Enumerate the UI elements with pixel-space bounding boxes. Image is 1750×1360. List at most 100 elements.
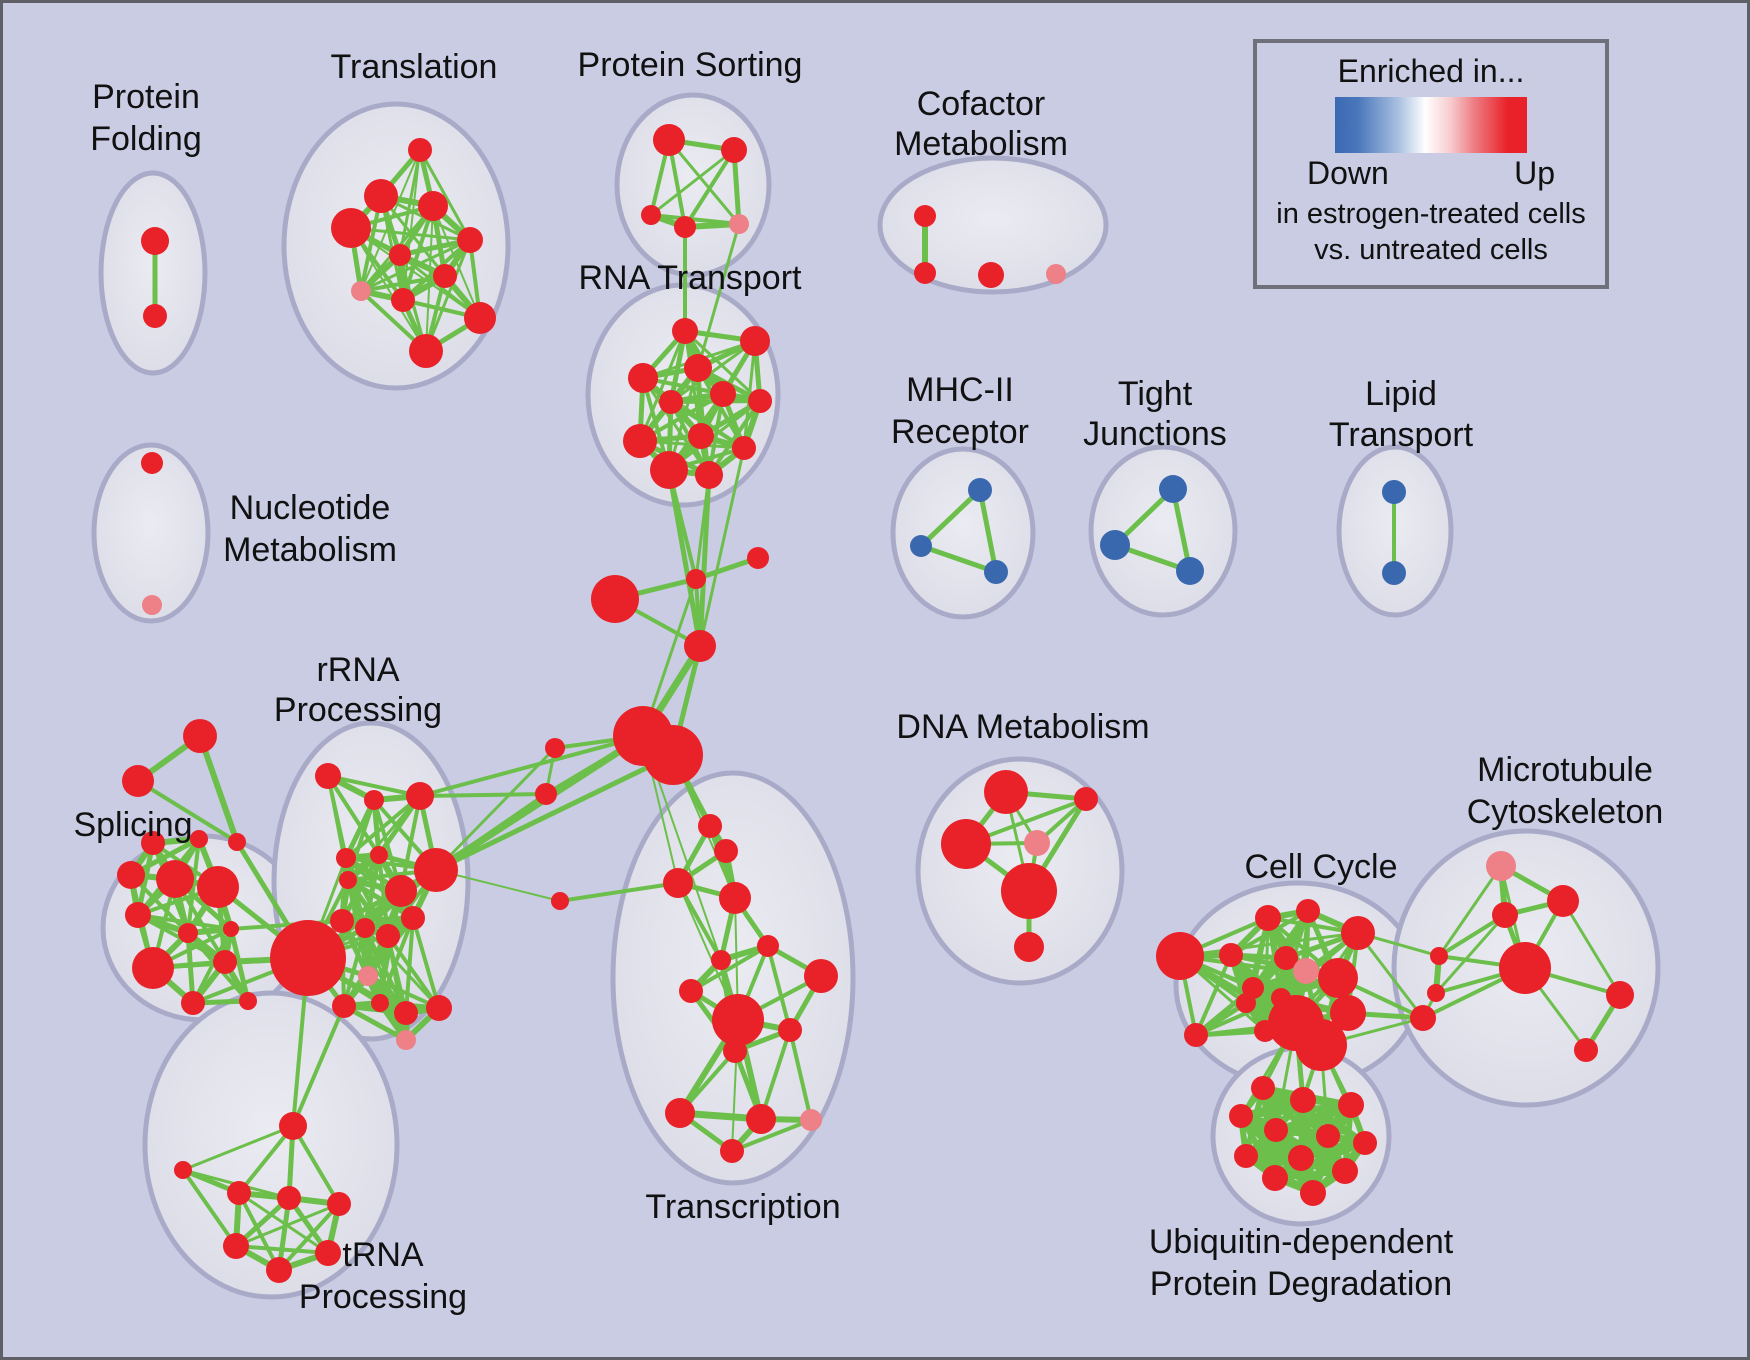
edge-translation bbox=[350, 227, 481, 319]
edge-inter-cluster bbox=[696, 223, 741, 369]
edge-trna-processing bbox=[235, 1244, 329, 1255]
node-splicing bbox=[156, 860, 194, 898]
node-rrna-processing bbox=[396, 1030, 416, 1050]
edge-translation bbox=[350, 227, 427, 352]
node-tight-junctions bbox=[1159, 475, 1187, 503]
node-rna-transport bbox=[628, 363, 658, 393]
cluster-label-protein-folding: Protein bbox=[92, 78, 200, 116]
node-dna-metabolism bbox=[1024, 830, 1050, 856]
node-splicing bbox=[132, 947, 174, 989]
node-transcription bbox=[723, 1039, 747, 1063]
cluster-label-ubiquitin-degradation: Protein Degradation bbox=[1150, 1265, 1452, 1303]
node-cell-cycle bbox=[1184, 1023, 1208, 1047]
node-microtubule-cytoskeleton bbox=[1430, 947, 1448, 965]
edge-inter-cluster bbox=[666, 469, 703, 647]
edge-rrna-processing bbox=[326, 774, 381, 857]
edge-mhc-ii-receptor bbox=[920, 543, 997, 575]
edge-cell-cycle bbox=[1356, 932, 1425, 1019]
edge-protein-sorting bbox=[650, 148, 735, 217]
node-microtubule-cytoskeleton bbox=[1547, 885, 1579, 917]
edge-transcription bbox=[759, 1029, 792, 1120]
node-rrna-processing bbox=[385, 875, 417, 907]
node-ubiquitin-degradation bbox=[1234, 1144, 1258, 1168]
node-microtubule-cytoskeleton bbox=[1574, 1038, 1598, 1062]
node-central-chain bbox=[545, 738, 565, 758]
node-rna-transport bbox=[672, 318, 698, 344]
node-rrna-processing bbox=[370, 846, 388, 864]
node-central-chain bbox=[551, 892, 569, 910]
legend-scale: Down Up bbox=[1307, 155, 1555, 192]
legend-title: Enriched in... bbox=[1337, 53, 1525, 89]
node-transcription bbox=[719, 882, 751, 914]
node-trna-processing bbox=[266, 1257, 292, 1283]
node-cell-cycle bbox=[1295, 1019, 1347, 1071]
edge-rrna-processing bbox=[327, 774, 421, 798]
node-cell-cycle bbox=[1274, 946, 1298, 970]
node-ubiquitin-degradation bbox=[1290, 1087, 1316, 1113]
node-transcription bbox=[712, 994, 764, 1046]
edge-splicing bbox=[137, 913, 232, 931]
edge-rrna-processing bbox=[404, 917, 415, 1014]
cluster-label-nucleotide-metabolism: Nucleotide bbox=[230, 489, 391, 527]
cluster-label-rrna-processing: rRNA bbox=[316, 651, 399, 689]
edge-inter-cluster bbox=[697, 474, 712, 647]
cluster-label-ubiquitin-degradation: Ubiquitin-dependent bbox=[1149, 1223, 1454, 1261]
node-microtubule-cytoskeleton bbox=[1606, 981, 1634, 1009]
node-ubiquitin-degradation bbox=[1338, 1092, 1364, 1118]
cluster-label-cofactor-metabolism: Metabolism bbox=[894, 125, 1068, 163]
node-translation bbox=[409, 334, 443, 368]
cluster-label-trna-processing: Processing bbox=[299, 1278, 467, 1316]
legend-caption-line2: vs. untreated cells bbox=[1314, 234, 1548, 266]
node-central-chain bbox=[535, 783, 557, 805]
node-dna-metabolism bbox=[941, 819, 991, 869]
node-splicing bbox=[197, 866, 239, 908]
node-dna-metabolism bbox=[984, 770, 1028, 814]
node-microtubule-cytoskeleton bbox=[1499, 942, 1551, 994]
nodes bbox=[117, 124, 1634, 1283]
node-cell-cycle bbox=[1219, 943, 1243, 967]
node-rrna-processing bbox=[355, 918, 375, 938]
cluster-label-rna-transport: RNA Transport bbox=[579, 259, 803, 297]
node-tight-junctions bbox=[1176, 557, 1204, 585]
edge-inter-cluster bbox=[434, 752, 675, 873]
node-ubiquitin-degradation bbox=[1229, 1104, 1253, 1128]
node-lipid-transport bbox=[1382, 561, 1406, 585]
edge-orphan-triangle bbox=[136, 779, 239, 844]
cluster-label-splicing: Splicing bbox=[73, 806, 192, 844]
cluster-label-rrna-processing: Processing bbox=[274, 691, 442, 729]
edge-inter-cluster bbox=[419, 734, 644, 798]
node-protein-sorting bbox=[641, 205, 661, 225]
node-transcription bbox=[746, 1104, 776, 1134]
node-splicing bbox=[239, 992, 257, 1010]
node-ubiquitin-degradation bbox=[1251, 1076, 1275, 1100]
legend-caption-line1: in estrogen-treated cells bbox=[1276, 198, 1586, 230]
node-cell-cycle bbox=[1410, 1005, 1436, 1031]
edge-mhc-ii-receptor bbox=[977, 489, 999, 573]
edge-transcription bbox=[731, 1118, 812, 1153]
node-central-chain bbox=[686, 569, 706, 589]
cluster-ellipse-mhc-ii-receptor bbox=[890, 446, 1036, 620]
node-rrna-processing bbox=[315, 763, 341, 789]
edge-rna-transport bbox=[668, 399, 761, 472]
edge-rrna-processing bbox=[344, 794, 422, 860]
node-cofactor-metabolism bbox=[914, 205, 936, 227]
node-rna-transport bbox=[684, 354, 712, 382]
edge-microtubule-cytoskeleton bbox=[1434, 914, 1507, 994]
node-transcription bbox=[679, 979, 703, 1003]
edge-mhc-ii-receptor bbox=[919, 488, 982, 548]
node-ubiquitin-degradation bbox=[1262, 1165, 1288, 1191]
node-transcription bbox=[711, 950, 731, 970]
node-rna-transport bbox=[623, 424, 657, 458]
edge-orphan-triangle bbox=[197, 735, 240, 843]
node-rrna-processing bbox=[332, 994, 356, 1018]
node-trna-processing bbox=[223, 1233, 249, 1259]
cluster-label-cell-cycle: Cell Cycle bbox=[1244, 848, 1397, 886]
node-cell-cycle bbox=[1296, 899, 1320, 923]
edge-inter-cluster bbox=[419, 792, 547, 798]
node-rrna-processing bbox=[336, 848, 356, 868]
node-nucleotide-metabolism bbox=[141, 452, 163, 474]
node-tight-junctions bbox=[1100, 530, 1130, 560]
edge-protein-sorting bbox=[667, 139, 741, 225]
node-trna-processing bbox=[277, 1186, 301, 1210]
